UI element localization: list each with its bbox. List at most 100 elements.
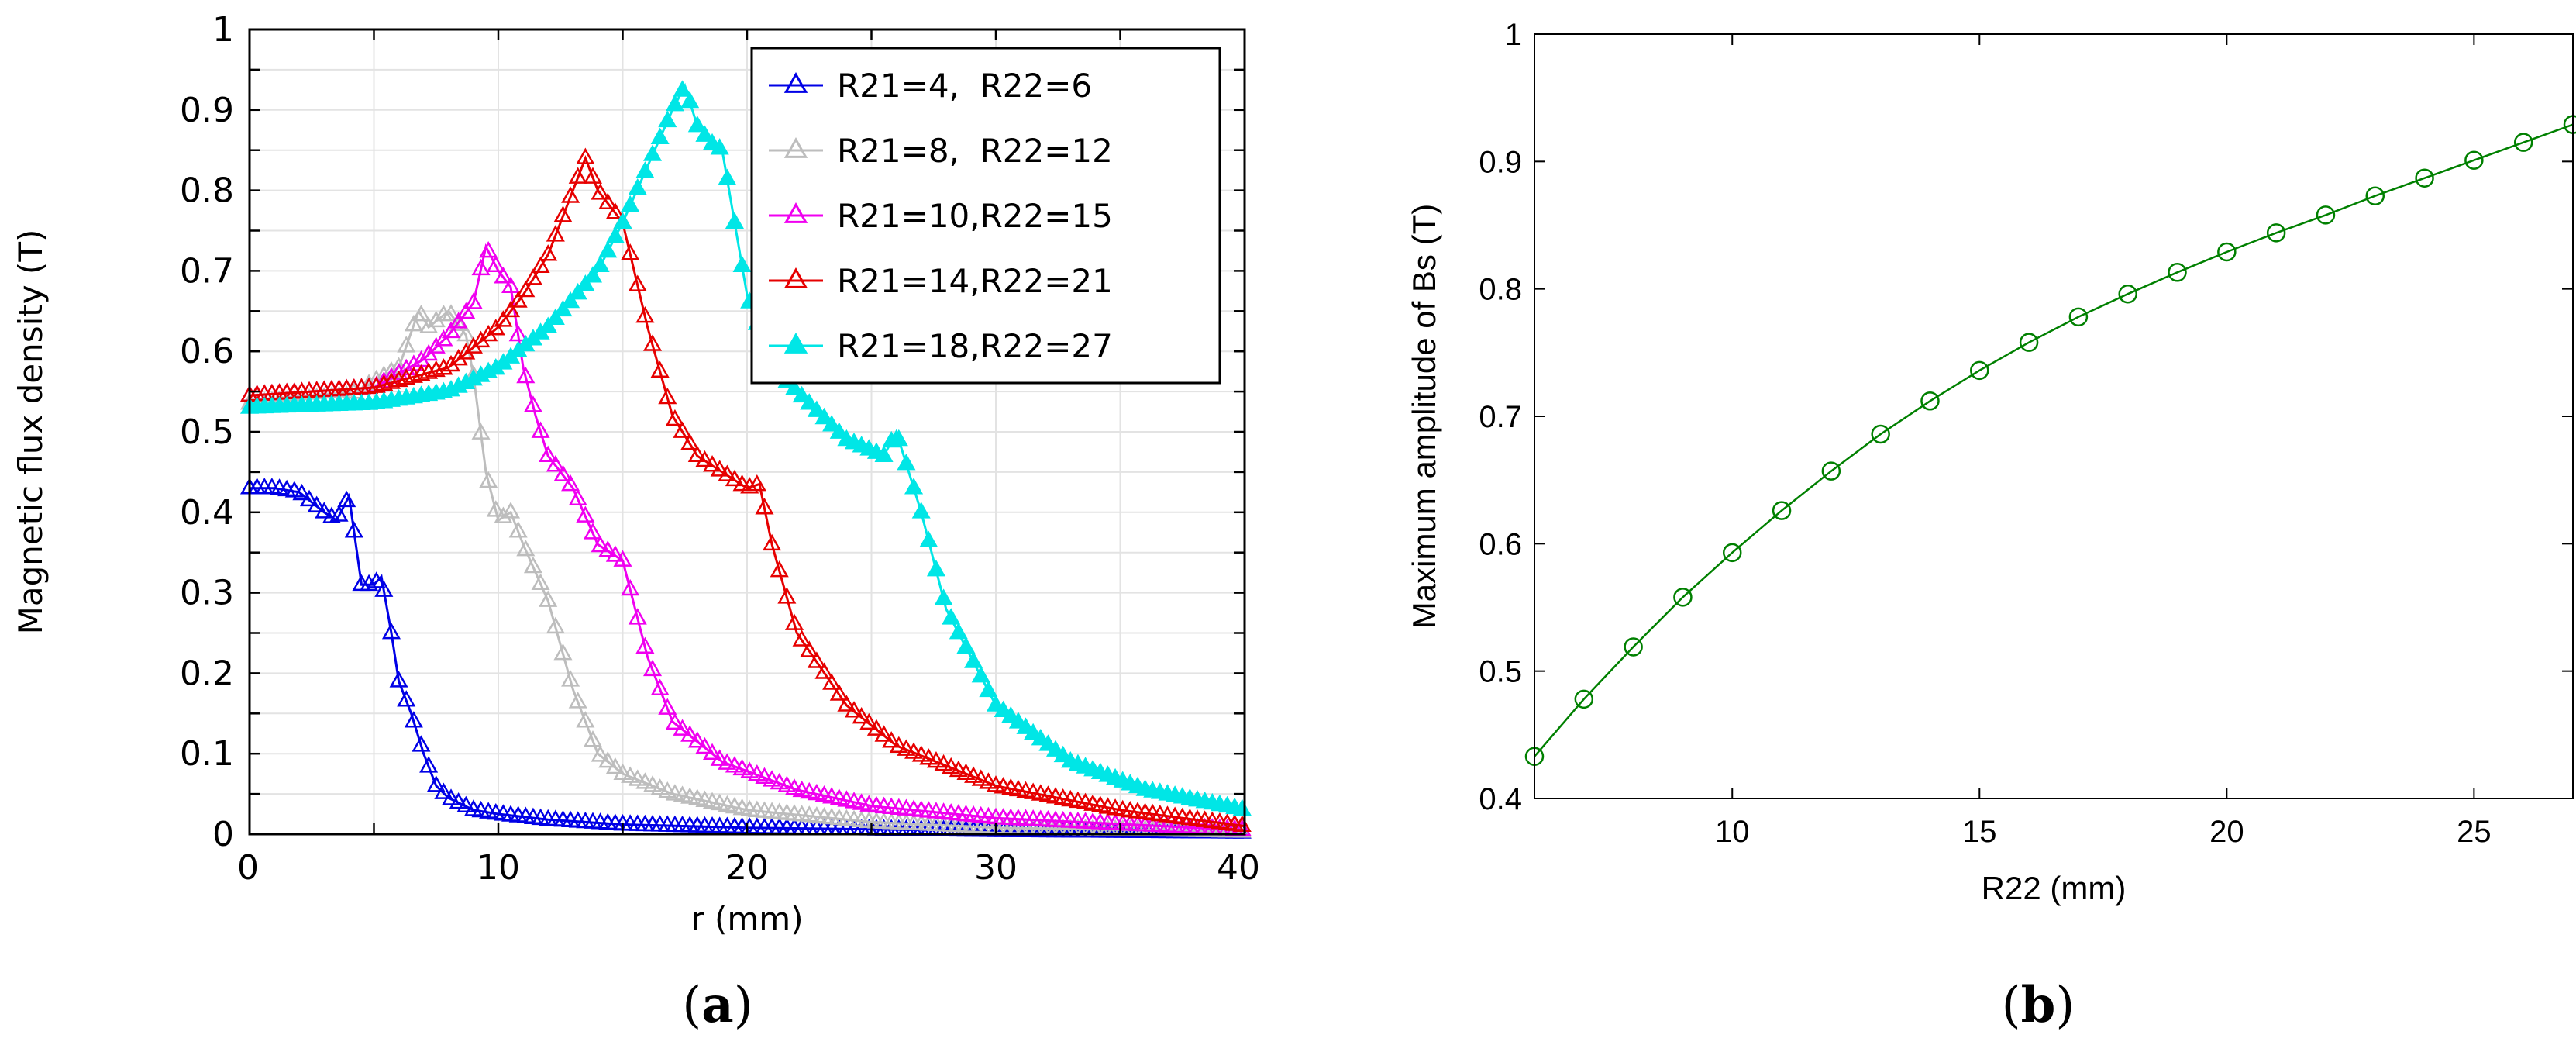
- panel-a-data-point: [703, 743, 722, 761]
- panel-a-legend-marker: [783, 332, 808, 354]
- panel-a-data-point: [374, 580, 394, 597]
- panel-a-data-point: [412, 304, 431, 322]
- panel-a-data-point: [434, 329, 453, 347]
- panel-a-data-point: [919, 530, 938, 548]
- panel-a-data-point: [859, 712, 879, 730]
- panel-a-data-point: [956, 763, 976, 780]
- panel-a-data-point: [897, 453, 916, 471]
- panel-a-data-point: [561, 291, 580, 309]
- panel-a-legend: R21=4, R22=6 R21=8, R22=12 R21=10,R22=15 R2…: [750, 47, 1221, 385]
- panel-b-plot-frame: [1534, 33, 2574, 799]
- panel-a-data-point: [956, 636, 976, 654]
- panel-a-data-point: [635, 161, 655, 178]
- panel-a-data-point: [381, 622, 401, 640]
- panel-a-data-point: [755, 767, 774, 785]
- panel-a-data-point: [434, 782, 453, 799]
- panel-a-data-point: [568, 282, 587, 300]
- panel-a-data-point: [635, 636, 655, 654]
- panel-a-data-point: [449, 792, 468, 809]
- panel-b-y-tick-label: 0.5: [1479, 655, 1522, 689]
- panel-a-data-point: [829, 422, 849, 439]
- panel-b-x-tick-label: 20: [2209, 815, 2244, 849]
- panel-a-data-point: [718, 464, 737, 481]
- panel-a-legend-entry-5: R21=18,R22=27: [769, 327, 1113, 365]
- panel-a-data-point: [576, 274, 595, 291]
- panel-a-legend-marker: [783, 71, 808, 93]
- panel-a-data-point: [591, 535, 610, 553]
- panel-b-y-tick-label: 0.4: [1479, 782, 1522, 816]
- panel-a-data-point: [837, 695, 856, 712]
- panel-a-data-point: [508, 521, 528, 538]
- panel-b-caption-open: (: [2002, 977, 2021, 1034]
- panel-a-x-tick-label: 40: [1217, 848, 1260, 888]
- panel-a-data-point: [628, 178, 647, 195]
- panel-a-data-point: [486, 500, 505, 517]
- panel-a-data-point: [479, 240, 498, 258]
- panel-a-data-point: [539, 590, 558, 607]
- panel-b-ticks: 10 15 20 25 0.4 0.5 0.6 0.7 0.8 0.9 1: [1479, 18, 2573, 849]
- panel-a-data-point: [942, 608, 961, 625]
- panel-a-legend-entry-3: R21=10,R22=15: [769, 197, 1113, 235]
- panel-b-data-point: [1624, 637, 1643, 657]
- panel-a-data-point: [665, 95, 684, 112]
- panel-a-data-point: [583, 523, 603, 540]
- panel-a-data-point: [591, 183, 610, 200]
- panel-b-data-point: [1772, 501, 1792, 520]
- panel-b-caption-letter: b: [2021, 976, 2056, 1034]
- panel-b-data-point: [2019, 333, 2039, 352]
- panel-a-data-point: [389, 370, 408, 388]
- panel-a-legend-marker: [783, 136, 808, 158]
- panel-a-data-point: [449, 312, 468, 329]
- panel-a-data-point: [322, 506, 341, 523]
- panel-a-data-point: [605, 545, 625, 562]
- panel-a-data-point: [576, 711, 595, 728]
- panel-a-data-point: [486, 319, 505, 336]
- panel-a-data-point: [539, 445, 558, 462]
- panel-a-data-point: [568, 488, 587, 506]
- panel-a-data-point: [784, 613, 804, 630]
- panel-a-data-point: [695, 450, 715, 467]
- panel-a-data-point: [419, 362, 439, 379]
- panel-a-data-point: [292, 483, 312, 501]
- panel-a-data-point: [725, 756, 744, 773]
- panel-a-data-point: [964, 766, 983, 783]
- panel-a-data-point: [628, 274, 647, 291]
- panel-a-data-point: [650, 678, 670, 696]
- panel-a-data-point: [934, 754, 953, 771]
- panel-b-data-point: [2415, 168, 2434, 188]
- panel-a-data-point: [494, 506, 513, 523]
- panel-a-data-point: [642, 659, 663, 677]
- panel-a-data-point: [404, 711, 423, 728]
- panel-b-data-point: [1821, 461, 1841, 481]
- panel-a-data-point: [494, 267, 513, 284]
- panel-a-data-point: [1232, 815, 1252, 833]
- panel-a-data-point: [516, 280, 536, 298]
- panel-a-data-point: [926, 751, 945, 768]
- panel-a-data-point: [1232, 798, 1252, 816]
- panel-b-y-axis-label: Maximum amplitude of Bs (T): [1406, 204, 1442, 629]
- panel-a-data-point: [889, 736, 908, 753]
- panel-a-data-point: [591, 745, 610, 762]
- panel-a-data-point: [971, 666, 990, 683]
- panel-a-y-tick-label: 0.6: [180, 332, 234, 371]
- panel-a-data-point: [695, 736, 715, 754]
- panel-a-data-point: [456, 324, 476, 342]
- panel-b-y-tick-label: 0.8: [1479, 273, 1522, 307]
- panel-a-legend-marker: [783, 202, 808, 223]
- panel-b-x-axis-label: R22 (mm): [1982, 870, 2127, 906]
- panel-a-data-point: [508, 291, 528, 308]
- panel-a-data-point: [703, 455, 722, 472]
- panel-a-data-point: [546, 455, 565, 472]
- panel-a-data-point: [404, 314, 423, 332]
- panel-a-data-point: [471, 258, 491, 276]
- panel-a-data-point: [561, 670, 580, 687]
- panel-b-data-point: [2316, 205, 2336, 225]
- panel-a-y-tick-label: 0.4: [180, 493, 234, 533]
- panel-a-data-point: [979, 680, 998, 698]
- panel-a-data-point: [621, 195, 640, 212]
- panel-a-data-point: [687, 116, 707, 133]
- panel-a-data-point: [949, 622, 968, 640]
- panel-a-data-point: [658, 387, 677, 405]
- panel-a-data-point: [479, 471, 498, 488]
